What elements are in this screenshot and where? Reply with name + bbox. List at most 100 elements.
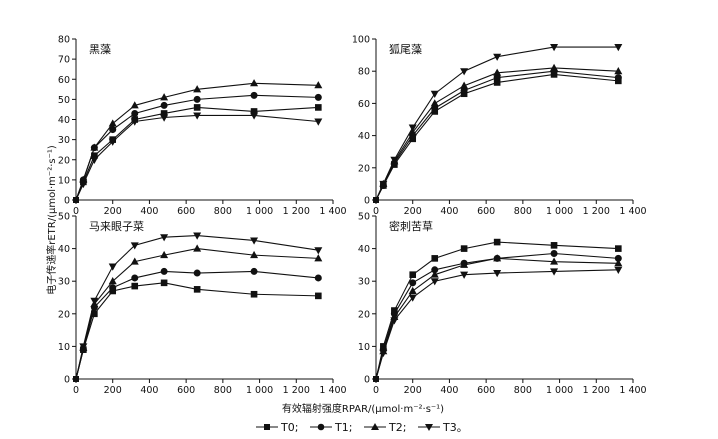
legend-label-t3: T3。 (442, 421, 468, 434)
data-point-t2 (430, 270, 439, 278)
data-point-t3 (550, 268, 559, 276)
data-point-t2 (460, 260, 469, 268)
data-point-t1 (409, 279, 417, 287)
x-tick-label: 400 (440, 385, 458, 396)
data-point-t1 (314, 274, 322, 282)
x-tick-label: 600 (477, 206, 495, 217)
data-point-t2 (614, 67, 623, 75)
x-tick-label: 400 (440, 206, 458, 217)
data-point-t3 (460, 271, 469, 279)
data-point-t2 (160, 250, 169, 259)
x-tick-label: 200 (104, 385, 122, 396)
data-point-t0 (431, 255, 439, 262)
data-point-t0 (193, 286, 201, 293)
data-point-t0 (550, 242, 558, 249)
legend: T0; T1; T2; T3。 (256, 421, 468, 434)
data-point-t2 (160, 93, 169, 101)
data-point-t1 (193, 269, 201, 277)
y-tick-label: 20 (358, 163, 370, 174)
data-point-t1 (550, 249, 558, 257)
data-point-t3 (108, 263, 117, 271)
data-point-t3 (108, 138, 117, 146)
y-tick-label: 0 (364, 196, 370, 207)
data-point-t1 (314, 93, 322, 101)
data-point-t3 (390, 317, 399, 325)
data-point-t1 (250, 267, 258, 275)
x-tick-label: 1 000 (546, 385, 573, 396)
y-tick-label: 70 (58, 55, 70, 66)
x-tick-label: 400 (140, 385, 158, 396)
y-tick-label: 50 (58, 212, 70, 223)
x-tick-label: 1 400 (619, 385, 646, 396)
x-tick-label: 600 (177, 206, 195, 217)
data-point-t1 (131, 109, 139, 117)
data-point-t2 (130, 101, 139, 109)
legend-marker-triangle-down (425, 424, 433, 431)
legend-marker-circle (317, 423, 325, 431)
x-tick-label: 1 000 (246, 206, 273, 217)
data-point-t2 (108, 277, 117, 285)
data-point-origin (73, 197, 79, 203)
data-point-t0 (131, 282, 139, 290)
data-point-t3 (430, 278, 439, 286)
data-point-t2 (108, 119, 117, 127)
y-tick-label: 30 (58, 135, 70, 146)
data-point-origin (73, 376, 79, 382)
y-tick-label: 40 (58, 115, 70, 126)
x-tick-label: 1 200 (583, 385, 610, 396)
y-tick-label: 20 (58, 155, 70, 166)
y-tick-label: 40 (58, 244, 70, 255)
x-tick-label: 0 (373, 206, 379, 217)
data-point-t2 (614, 259, 623, 267)
data-point-t3 (408, 124, 417, 132)
x-tick-label: 0 (373, 385, 379, 396)
data-point-t2 (250, 79, 259, 87)
legend-label-t2: T2; (388, 421, 406, 434)
data-point-t0 (409, 271, 417, 278)
y-tick-label: 50 (358, 212, 370, 223)
data-point-t0 (315, 292, 322, 300)
data-point-t0 (193, 104, 201, 111)
legend-marker-triangle-up (371, 423, 379, 430)
legend-label-t0: T0; (280, 421, 298, 434)
series-line-t1 (75, 94, 319, 201)
y-tick-label: 80 (358, 67, 370, 78)
chart-panel-3: 0 10 20 30 40 50 0 200 400 600 800 1 000 1 200 1 400 马… (58, 212, 347, 397)
data-point-t3 (390, 156, 399, 164)
panel-title: 黑藻 (89, 43, 111, 56)
y-tick-label: 60 (58, 75, 70, 86)
data-point-t3 (550, 44, 559, 52)
x-axis-label: 有效辐射强度RPAR/(μmol·m⁻²·s⁻¹) (282, 402, 444, 415)
y-tick-label: 20 (358, 309, 370, 320)
data-point-t0 (91, 152, 98, 160)
data-point-t1 (193, 95, 201, 103)
data-point-t3 (160, 114, 169, 122)
panel-title: 马来眼子菜 (89, 220, 144, 233)
y-tick-label: 40 (358, 131, 370, 142)
data-point-t3 (430, 90, 439, 98)
data-point-t3 (130, 118, 139, 126)
chart-panel-4: 0 10 20 30 40 50 0 200 400 600 800 1 000 1 200 1 400 密… (358, 212, 647, 397)
data-point-t3 (408, 294, 417, 302)
panel-title: 狐尾藻 (389, 42, 422, 56)
x-tick-label: 200 (404, 385, 422, 396)
data-point-t3 (193, 232, 202, 240)
data-point-t3 (314, 118, 323, 126)
legend-label-t1: T1; (334, 421, 352, 434)
x-tick-label: 1 400 (319, 206, 346, 217)
y-tick-label: 0 (64, 375, 70, 386)
data-point-t2 (408, 128, 417, 136)
data-point-t2 (314, 254, 323, 262)
data-point-t3 (193, 112, 202, 120)
data-point-t2 (250, 250, 259, 259)
data-point-t1 (109, 126, 117, 134)
data-point-t0 (493, 79, 501, 86)
data-point-t3 (90, 156, 99, 164)
data-point-t0 (315, 104, 322, 111)
data-point-t2 (550, 257, 559, 265)
data-point-t3 (79, 180, 88, 189)
data-point-t0 (160, 110, 168, 117)
